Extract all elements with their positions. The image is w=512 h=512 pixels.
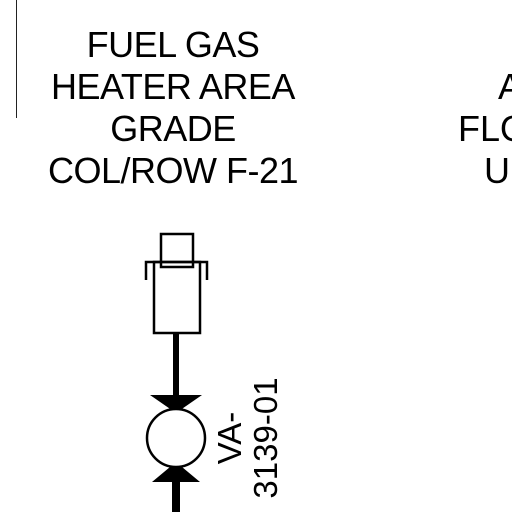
pipe-cap-symbol [159,232,195,269]
adjacent-location-label: A FLOW UN [390,66,512,192]
valve-tag-label: VA- 3139-01 [211,373,292,503]
fitting-body-symbol [152,260,202,335]
location-label-line-2: HEATER AREA [51,66,295,107]
adjacent-label-line-2: FLOW [458,108,512,149]
drawing-border-line [16,0,17,118]
adjacent-label-line-1: A [497,66,512,107]
valve-top-triangle [150,395,202,413]
valve-circle-symbol [145,407,207,469]
location-label-line-4: COL/ROW F-21 [47,150,299,191]
valve-bottom-triangle [152,462,200,482]
location-label-line-3: GRADE [110,108,236,149]
valve-tag-prefix: VA- [211,411,248,465]
adjacent-label-line-3: UN [484,150,512,191]
location-label: FUEL GAS HEATER AREA GRADE COL/ROW F-21 [20,24,326,192]
valve-tag-number: 3139-01 [247,377,284,499]
location-label-line-1: FUEL GAS [86,24,260,65]
